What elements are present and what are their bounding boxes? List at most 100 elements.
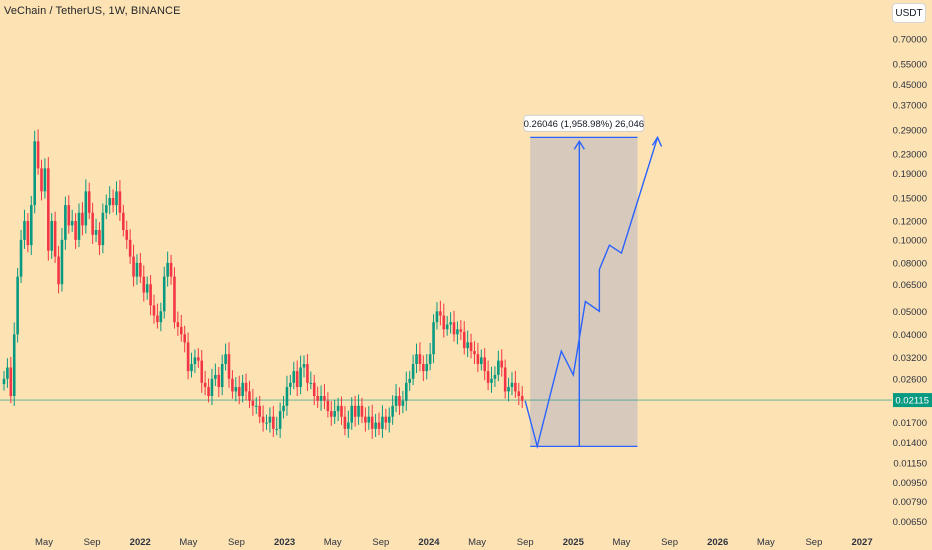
candle-body <box>275 428 279 430</box>
candle-body <box>500 360 504 368</box>
time-tick-label: Sep <box>661 537 678 548</box>
candle-body <box>497 360 500 375</box>
candle-body <box>394 396 398 406</box>
candle-body <box>16 276 19 335</box>
price-axis[interactable]: 0.70000 0.55000 0.45000 0.37000 0.29000 0.230… <box>893 35 927 529</box>
candle-body <box>248 391 251 401</box>
candle-body <box>36 141 40 169</box>
candle-body <box>234 387 238 392</box>
candle-body <box>507 387 510 392</box>
candle-body <box>350 405 354 423</box>
candle-body <box>9 367 13 397</box>
price-tick-label: 0.70000 <box>893 35 927 46</box>
candle-body <box>176 322 180 327</box>
candle-body <box>404 382 408 401</box>
vertical-arrowhead <box>573 139 585 150</box>
candle-body <box>220 364 224 388</box>
candle-body <box>401 400 405 406</box>
candle-body <box>391 405 394 417</box>
candle-body <box>364 416 367 423</box>
last-price-text: 0.02115 <box>895 396 929 407</box>
candle-body <box>428 354 432 365</box>
candle-body <box>207 387 210 397</box>
candle-body <box>237 387 241 397</box>
candle-body <box>231 378 234 392</box>
price-tick-label: 0.37000 <box>893 100 927 111</box>
candle-body <box>149 284 152 306</box>
candle-body <box>60 239 64 285</box>
candle-body <box>98 230 101 246</box>
candle-body <box>50 221 54 251</box>
price-tick-label: 0.01150 <box>893 458 927 469</box>
candle-body <box>19 239 23 277</box>
currency-button[interactable]: USDT <box>892 3 926 23</box>
time-tick-label: May <box>324 537 342 548</box>
candle-body <box>272 416 275 429</box>
candle-body <box>23 221 26 240</box>
price-tick-label: 0.23000 <box>893 149 927 160</box>
time-tick-label: May <box>468 537 486 548</box>
projection-drawing-group[interactable] <box>524 135 663 450</box>
candle-body <box>377 422 381 429</box>
candle-body <box>200 360 204 383</box>
candle-body <box>367 416 371 423</box>
candle-body <box>152 305 156 316</box>
candle-body <box>439 311 442 316</box>
candle-body <box>87 191 91 213</box>
candle-body <box>40 168 43 192</box>
candle-body <box>108 198 111 206</box>
price-tick-label: 0.15000 <box>893 194 927 205</box>
candle-body <box>329 411 333 417</box>
candle-body <box>132 256 135 277</box>
price-tick-label: 0.04000 <box>893 330 927 341</box>
candle-body <box>295 371 299 388</box>
candle-body <box>214 374 217 379</box>
symbol-title[interactable]: VeChain / TetherUS, 1W, BINANCE <box>4 5 181 17</box>
price-tick-label: 0.00790 <box>893 497 927 508</box>
candle-body <box>26 221 30 246</box>
candle-body <box>479 357 483 365</box>
candle-body <box>33 141 36 206</box>
candle-body <box>493 374 497 379</box>
candle-body <box>261 416 265 423</box>
candle-body <box>29 205 33 246</box>
price-tick-label: 0.06500 <box>893 280 927 291</box>
candle-body <box>64 205 67 240</box>
candle-body <box>442 315 446 330</box>
time-tick-label: Sep <box>805 537 822 548</box>
candle-body <box>336 405 340 412</box>
time-tick-label: 2024 <box>418 537 440 548</box>
candle-body <box>77 212 81 240</box>
measure-label-text: 0.26046 (1,958.98%) 26,046 <box>524 119 644 130</box>
candle-body <box>118 191 122 213</box>
time-tick-label: May <box>757 537 775 548</box>
candle-body <box>183 334 186 343</box>
candle-body <box>357 405 360 417</box>
candle-body <box>370 416 374 429</box>
time-axis[interactable]: May Sep 2022 May Sep 2023 May Sep 2024 May Sep 2025… <box>35 537 873 548</box>
candle-body <box>425 364 429 372</box>
candle-body <box>244 382 248 392</box>
candle-body <box>210 378 214 397</box>
candle-body <box>179 326 183 335</box>
price-tick-label: 0.00650 <box>893 517 927 528</box>
candle-body <box>101 212 105 246</box>
candle-body <box>422 364 425 372</box>
candle-body <box>466 342 469 349</box>
candle-body <box>302 364 306 368</box>
candle-body <box>387 416 391 423</box>
price-tick-label: 0.03200 <box>893 353 927 364</box>
candle-body <box>84 191 88 226</box>
candles-group[interactable] <box>2 129 524 439</box>
candle-body <box>473 351 476 355</box>
candle-body <box>520 396 524 401</box>
candle-body <box>408 378 411 383</box>
candle-body <box>169 262 173 277</box>
measure-label-box <box>523 114 645 132</box>
candle-body <box>227 354 231 379</box>
candle-body <box>445 324 449 330</box>
candle-body <box>486 371 490 383</box>
measure-range-group[interactable]: 0.26046 (1,958.98%) 26,046 <box>523 114 645 447</box>
